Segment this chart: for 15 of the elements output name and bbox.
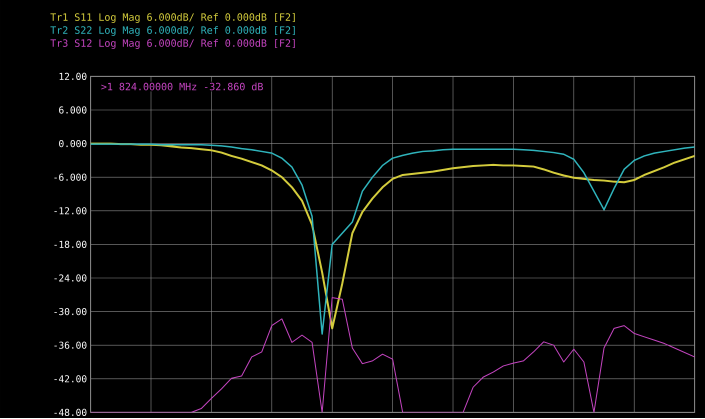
y-tick-label: -48.00 xyxy=(54,408,86,416)
y-tick-label: -12.00 xyxy=(54,207,86,214)
text: Tr2 S22 Log Mag 6.000dB/ Ref 0.000dB [F2] xyxy=(50,26,295,36)
y-tick-label: -18.00 xyxy=(54,240,86,248)
annotation: >1 824.00000 MHz -32.860 dB xyxy=(101,82,263,90)
text: Tr3 S12 Log Mag 6.000dB/ Ref 0.000dB [F2] xyxy=(50,38,295,49)
y-tick-label: -42.00 xyxy=(54,375,86,382)
y-tick-label: -30.00 xyxy=(54,308,86,316)
y-tick-label: 0.000 xyxy=(59,140,86,148)
text: Tr1 S11 Log Mag 6.000dB/ Ref 0.000dB [F2] xyxy=(50,12,295,23)
y-tick-label: -6.000 xyxy=(54,173,86,181)
y-tick-label: 12.00 xyxy=(60,72,86,80)
y-tick-label: 6.000 xyxy=(59,106,86,114)
y-tick-label: -24.00 xyxy=(54,274,86,282)
y-tick-label: -36.00 xyxy=(54,341,86,349)
